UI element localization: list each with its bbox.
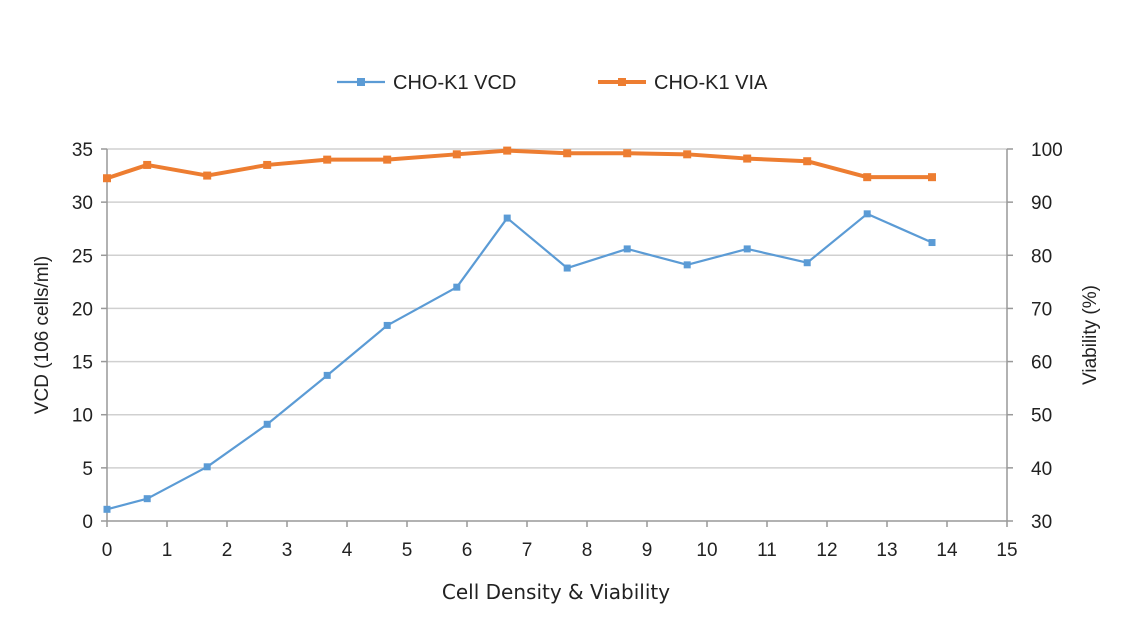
- x-tick-label: 13: [876, 540, 897, 561]
- legend: CHO-K1 VCD CHO-K1 VIA: [337, 72, 768, 94]
- data-point-vcd: [683, 261, 691, 269]
- legend-swatch-marker: [618, 78, 626, 86]
- x-tick-label: 8: [582, 540, 593, 561]
- legend-label: CHO-K1 VIA: [654, 72, 768, 94]
- right-y-axis-ticks: 30 40 50 60 70 80 90 100: [1007, 140, 1063, 533]
- left-y-axis-ticks: 0 5 10 15 20 25 30 35: [72, 140, 107, 533]
- x-tick-label: 6: [462, 540, 473, 561]
- data-point-via: [143, 160, 152, 169]
- right-tick-label: 80: [1031, 246, 1052, 267]
- x-tick-label: 3: [282, 540, 293, 561]
- data-point-via: [743, 154, 752, 163]
- axes: [106, 149, 1008, 522]
- data-point-vcd: [203, 463, 211, 471]
- left-tick-label: 30: [72, 193, 93, 214]
- data-point-via: [203, 171, 212, 180]
- data-point-vcd: [323, 371, 331, 379]
- right-tick-label: 60: [1031, 353, 1052, 374]
- x-tick-label: 14: [936, 540, 958, 561]
- data-point-vcd: [263, 420, 271, 428]
- data-point-vcd: [863, 210, 871, 218]
- gridlines: [107, 148, 1007, 469]
- data-point-vcd: [103, 505, 111, 513]
- x-axis-ticks: 0 1 2 3 4 5 6 7 8 9 10 11 12 13 14 15: [102, 521, 1018, 561]
- data-point-via: [683, 150, 692, 159]
- data-point-via: [383, 155, 392, 164]
- data-point-via: [323, 155, 332, 164]
- right-tick-label: 100: [1031, 140, 1063, 161]
- x-tick-label: 9: [642, 540, 653, 561]
- right-tick-label: 40: [1031, 459, 1052, 480]
- right-tick-label: 70: [1031, 299, 1052, 320]
- data-point-vcd: [623, 245, 631, 253]
- x-tick-label: 15: [996, 540, 1017, 561]
- left-tick-label: 20: [72, 299, 93, 320]
- left-tick-label: 0: [82, 512, 93, 533]
- data-point-vcd: [453, 283, 461, 291]
- x-tick-label: 4: [342, 540, 353, 561]
- x-tick-label: 5: [402, 540, 413, 561]
- x-tick-label: 1: [162, 540, 173, 561]
- right-tick-label: 90: [1031, 193, 1052, 214]
- left-y-axis-title: VCD (106 cells/ml): [32, 256, 53, 414]
- x-tick-label: 7: [522, 540, 533, 561]
- legend-label: CHO-K1 VCD: [393, 72, 516, 94]
- data-point-via: [263, 160, 272, 169]
- data-point-via: [563, 149, 572, 158]
- x-tick-label: 12: [816, 540, 837, 561]
- series-group: [103, 146, 936, 513]
- left-tick-label: 15: [72, 353, 93, 374]
- right-y-axis-title: Viability (%): [1080, 285, 1101, 385]
- data-point-via: [503, 146, 512, 155]
- data-point-vcd: [928, 239, 936, 247]
- left-tick-label: 25: [72, 246, 93, 267]
- x-tick-label: 0: [102, 540, 113, 561]
- data-point-vcd: [503, 214, 511, 222]
- x-tick-label: 11: [757, 540, 777, 561]
- x-tick-label: 2: [222, 540, 233, 561]
- left-tick-label: 35: [72, 140, 93, 161]
- data-point-via: [452, 150, 461, 159]
- data-point-via: [103, 174, 111, 183]
- right-tick-label: 30: [1031, 512, 1052, 533]
- data-point-vcd: [743, 245, 751, 253]
- x-tick-label: 10: [696, 540, 717, 561]
- x-axis-title: Cell Density & Viability: [442, 580, 670, 604]
- right-tick-label: 50: [1031, 406, 1052, 427]
- left-tick-label: 10: [72, 406, 93, 427]
- data-point-vcd: [803, 259, 811, 267]
- data-point-vcd: [143, 495, 151, 503]
- data-point-vcd: [563, 264, 571, 272]
- data-point-vcd: [383, 321, 391, 329]
- data-point-via: [863, 173, 872, 182]
- data-point-via: [623, 149, 632, 158]
- left-tick-label: 5: [82, 459, 93, 480]
- data-point-via: [803, 157, 812, 166]
- data-point-via: [928, 173, 936, 182]
- legend-swatch-marker: [357, 78, 365, 86]
